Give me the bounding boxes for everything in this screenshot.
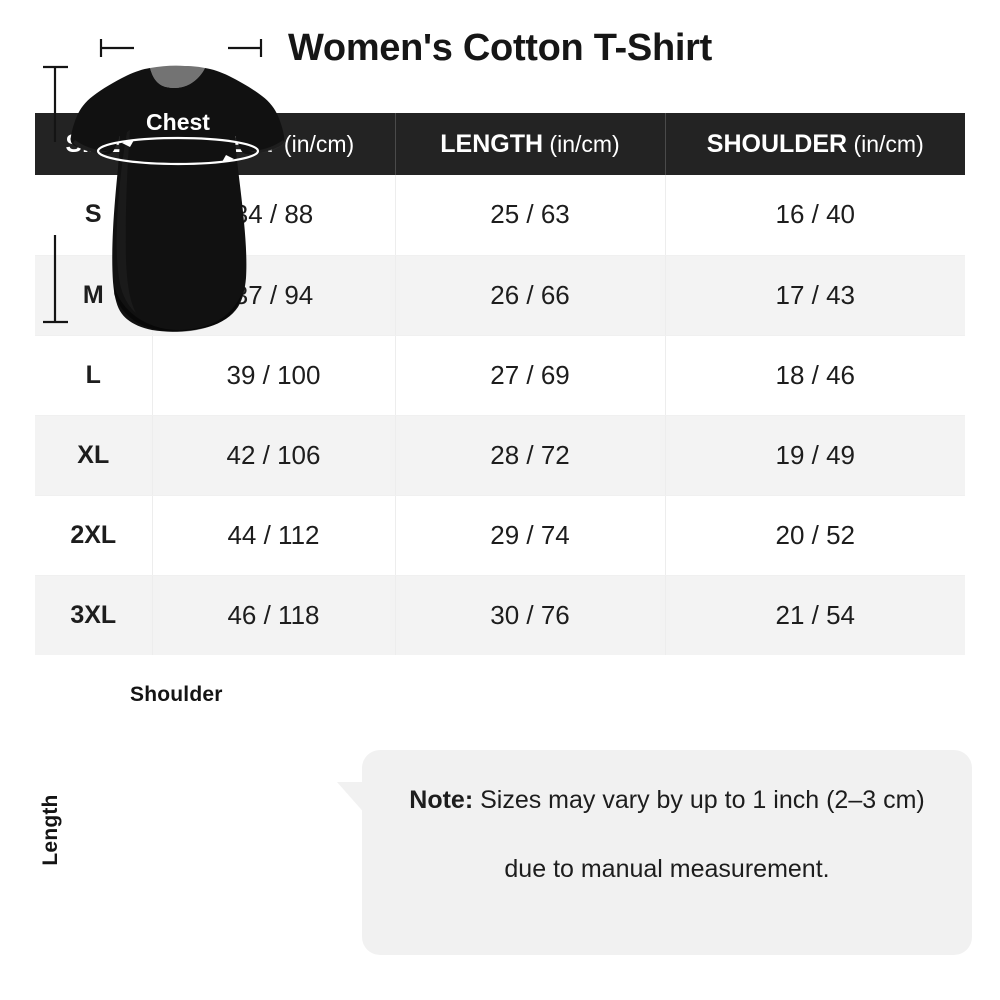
- cell-size: XL: [35, 415, 153, 496]
- cell-length: 30 / 76: [395, 575, 666, 655]
- column-header-shoulder: SHOULDER (in/cm): [665, 113, 965, 175]
- column-header-chest-unit: (in/cm): [277, 130, 355, 157]
- table-body: S 34 / 88 25 / 63 16 / 40 M 37 / 94 26 /…: [35, 175, 965, 655]
- cell-shoulder: 16 / 40: [665, 175, 965, 256]
- column-header-shoulder-label: SHOULDER: [706, 129, 848, 158]
- note-line-2: due to manual measurement.: [504, 855, 830, 883]
- cell-length: 28 / 72: [395, 415, 666, 496]
- cell-size: 2XL: [35, 495, 153, 576]
- shoulder-label: Shoulder: [130, 683, 223, 706]
- cell-length: 25 / 63: [395, 175, 666, 256]
- note-bubble: Note: Sizes may vary by up to 1 inch (2–…: [362, 750, 972, 955]
- chest-label: Chest: [146, 109, 210, 135]
- note-line-1: Note: Sizes may vary by up to 1 inch (2–…: [396, 788, 938, 813]
- column-header-length: LENGTH (in/cm): [395, 113, 666, 175]
- cell-chest: 39 / 100: [152, 335, 396, 416]
- table-row: 3XL 46 / 118 30 / 76 21 / 54: [35, 575, 965, 655]
- cell-chest: 44 / 112: [152, 495, 396, 576]
- cell-size: 3XL: [35, 575, 153, 655]
- length-dimension-line: [43, 65, 68, 324]
- cell-shoulder: 18 / 46: [665, 335, 965, 416]
- tshirt-measurement-diagram: Chest: [43, 39, 285, 332]
- length-label: Length: [39, 794, 62, 866]
- note-text-1: Sizes may vary by up to 1 inch (2–3 cm): [473, 786, 925, 814]
- cell-shoulder: 21 / 54: [665, 575, 965, 655]
- cell-size: L: [35, 335, 153, 416]
- page-title: Women's Cotton T-Shirt: [288, 27, 712, 69]
- table-row: 2XL 44 / 112 29 / 74 20 / 52: [35, 495, 965, 576]
- cell-chest: 42 / 106: [152, 415, 396, 496]
- table-row: L 39 / 100 27 / 69 18 / 46: [35, 335, 965, 416]
- column-header-length-unit: (in/cm): [543, 130, 620, 157]
- column-header-length-label: LENGTH: [440, 129, 544, 158]
- note-prefix: Note:: [409, 786, 474, 814]
- cell-shoulder: 19 / 49: [665, 415, 965, 496]
- cell-shoulder: 17 / 43: [665, 255, 965, 336]
- table-row: XL 42 / 106 28 / 72 19 / 49: [35, 415, 965, 496]
- tshirt-silhouette: [70, 65, 285, 332]
- chest-measurement-marker: [96, 136, 260, 166]
- shoulder-dimension-line: [99, 39, 263, 57]
- cell-length: 29 / 74: [395, 495, 666, 576]
- cell-chest: 46 / 118: [152, 575, 396, 655]
- cell-length: 26 / 66: [395, 255, 666, 336]
- cell-shoulder: 20 / 52: [665, 495, 965, 576]
- column-header-shoulder-unit: (in/cm): [847, 130, 924, 157]
- cell-length: 27 / 69: [395, 335, 666, 416]
